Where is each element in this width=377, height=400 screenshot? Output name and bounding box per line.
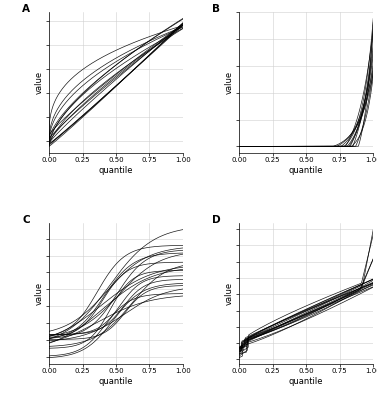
Y-axis label: value: value — [34, 71, 43, 94]
Text: B: B — [213, 4, 221, 14]
Text: C: C — [22, 215, 30, 225]
Text: A: A — [22, 4, 30, 14]
Y-axis label: value: value — [225, 282, 234, 305]
Y-axis label: value: value — [34, 282, 43, 305]
Y-axis label: value: value — [225, 71, 234, 94]
Text: D: D — [213, 215, 221, 225]
X-axis label: quantile: quantile — [289, 377, 323, 386]
X-axis label: quantile: quantile — [289, 166, 323, 175]
X-axis label: quantile: quantile — [99, 377, 133, 386]
X-axis label: quantile: quantile — [99, 166, 133, 175]
